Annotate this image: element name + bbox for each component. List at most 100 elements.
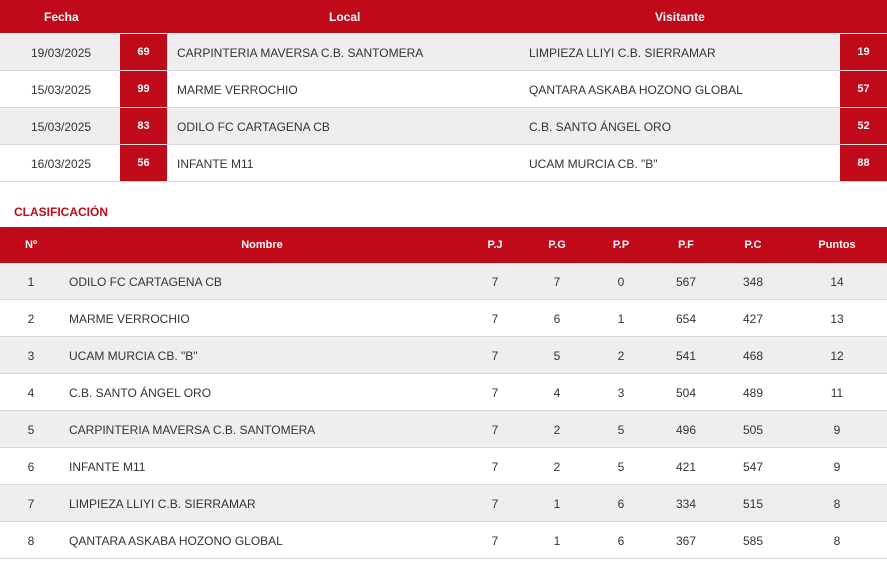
pf: 567 [675, 275, 697, 289]
pg: 1 [553, 497, 561, 511]
header-pj: P.J [487, 239, 503, 251]
home-score: 56 [120, 145, 167, 181]
away-score: 52 [840, 108, 887, 144]
pts: 12 [830, 349, 844, 363]
standings-row[interactable]: 3 UCAM MURCIA CB. "B" 7 5 2 541 468 12 [0, 337, 887, 374]
standings-title: CLASIFICACIÓN [14, 205, 108, 219]
header-pp: P.P [612, 239, 630, 251]
pp: 6 [617, 534, 625, 548]
pp: 3 [617, 386, 625, 400]
team-name[interactable]: CARPINTERIA MAVERSA C.B. SANTOMERA [69, 423, 316, 437]
home-team[interactable]: ODILO FC CARTAGENA CB [177, 120, 330, 134]
pos: 8 [27, 534, 35, 548]
header-pts: Puntos [818, 239, 856, 251]
away-team[interactable]: LIMPIEZA LLIYI C.B. SIERRAMAR [529, 46, 716, 60]
pts: 14 [830, 275, 844, 289]
pf: 496 [675, 423, 697, 437]
home-team[interactable]: INFANTE M11 [177, 157, 254, 171]
standings-row[interactable]: 1 ODILO FC CARTAGENA CB 7 7 0 567 348 14 [0, 263, 887, 300]
home-team[interactable]: MARME VERROCHIO [177, 83, 298, 97]
pc: 468 [742, 349, 764, 363]
pts: 8 [833, 497, 841, 511]
pg: 5 [553, 349, 561, 363]
away-team[interactable]: QANTARA ASKABA HOZONO GLOBAL [529, 83, 743, 97]
pos: 6 [27, 460, 35, 474]
pf: 541 [675, 349, 697, 363]
team-name[interactable]: QANTARA ASKABA HOZONO GLOBAL [69, 534, 283, 548]
result-row[interactable]: 19/03/2025 69 CARPINTERIA MAVERSA C.B. S… [0, 34, 887, 71]
team-name[interactable]: LIMPIEZA LLIYI C.B. SIERRAMAR [69, 497, 256, 511]
standings-row[interactable]: 2 MARME VERROCHIO 7 6 1 654 427 13 [0, 300, 887, 337]
match-date: 15/03/2025 [31, 120, 92, 134]
team-name[interactable]: MARME VERROCHIO [69, 312, 190, 326]
result-row[interactable]: 15/03/2025 83 ODILO FC CARTAGENA CB C.B.… [0, 108, 887, 145]
result-row[interactable]: 15/03/2025 99 MARME VERROCHIO QANTARA AS… [0, 71, 887, 108]
match-date: 15/03/2025 [31, 83, 92, 97]
team-name[interactable]: UCAM MURCIA CB. "B" [69, 349, 198, 363]
pj: 7 [491, 275, 499, 289]
standings-row[interactable]: 4 C.B. SANTO ÁNGEL ORO 7 4 3 504 489 11 [0, 374, 887, 411]
results-header: Fecha Local Visitante [0, 0, 887, 33]
pos: 1 [27, 275, 35, 289]
pos: 2 [27, 312, 35, 326]
pc: 515 [742, 497, 764, 511]
header-pos: Nº [25, 239, 37, 251]
result-row[interactable]: 16/03/2025 56 INFANTE M11 UCAM MURCIA CB… [0, 145, 887, 182]
match-date: 16/03/2025 [31, 157, 92, 171]
header-pf: P.F [678, 239, 694, 251]
pts: 11 [830, 386, 844, 400]
pos: 4 [27, 386, 35, 400]
pc: 348 [742, 275, 764, 289]
pf: 367 [675, 534, 697, 548]
pts: 9 [833, 423, 841, 437]
results-table: 19/03/2025 69 CARPINTERIA MAVERSA C.B. S… [0, 34, 887, 182]
pg: 1 [553, 534, 561, 548]
pg: 6 [553, 312, 561, 326]
pts: 8 [833, 534, 841, 548]
away-team[interactable]: C.B. SANTO ÁNGEL ORO [529, 120, 672, 134]
match-date: 19/03/2025 [31, 46, 92, 60]
pf: 334 [675, 497, 697, 511]
pp: 6 [617, 497, 625, 511]
pts: 13 [830, 312, 844, 326]
header-pc: P.C [744, 239, 762, 251]
header-visitante: Visitante [655, 10, 705, 24]
home-team[interactable]: CARPINTERIA MAVERSA C.B. SANTOMERA [177, 46, 424, 60]
away-score: 57 [840, 71, 887, 107]
pp: 5 [617, 423, 625, 437]
away-score: 88 [840, 145, 887, 181]
standings-table: 1 ODILO FC CARTAGENA CB 7 7 0 567 348 14… [0, 263, 887, 559]
pp: 2 [617, 349, 625, 363]
away-team[interactable]: UCAM MURCIA CB. "B" [529, 157, 658, 171]
standings-row[interactable]: 6 INFANTE M11 7 2 5 421 547 9 [0, 448, 887, 485]
standings-row[interactable]: 8 QANTARA ASKABA HOZONO GLOBAL 7 1 6 367… [0, 522, 887, 559]
pg: 2 [553, 460, 561, 474]
team-name[interactable]: ODILO FC CARTAGENA CB [69, 275, 222, 289]
pp: 0 [617, 275, 625, 289]
standings-row[interactable]: 5 CARPINTERIA MAVERSA C.B. SANTOMERA 7 2… [0, 411, 887, 448]
pf: 421 [675, 460, 697, 474]
team-name[interactable]: C.B. SANTO ÁNGEL ORO [69, 386, 212, 400]
pos: 3 [27, 349, 35, 363]
standings-header: Nº Nombre P.J P.G P.P P.F P.C Puntos [0, 227, 887, 263]
pos: 5 [27, 423, 35, 437]
away-score: 19 [840, 34, 887, 70]
pp: 5 [617, 460, 625, 474]
pc: 427 [742, 312, 764, 326]
pg: 4 [553, 386, 561, 400]
pc: 489 [742, 386, 764, 400]
pj: 7 [491, 423, 499, 437]
header-pg: P.G [548, 239, 566, 251]
pj: 7 [491, 386, 499, 400]
pj: 7 [491, 534, 499, 548]
pj: 7 [491, 460, 499, 474]
home-score: 69 [120, 34, 167, 70]
home-score: 83 [120, 108, 167, 144]
header-local: Local [329, 10, 361, 24]
pts: 9 [833, 460, 841, 474]
standings-row[interactable]: 7 LIMPIEZA LLIYI C.B. SIERRAMAR 7 1 6 33… [0, 485, 887, 522]
team-name[interactable]: INFANTE M11 [69, 460, 146, 474]
pg: 7 [553, 275, 561, 289]
pc: 585 [742, 534, 764, 548]
header-name: Nombre [241, 239, 283, 251]
